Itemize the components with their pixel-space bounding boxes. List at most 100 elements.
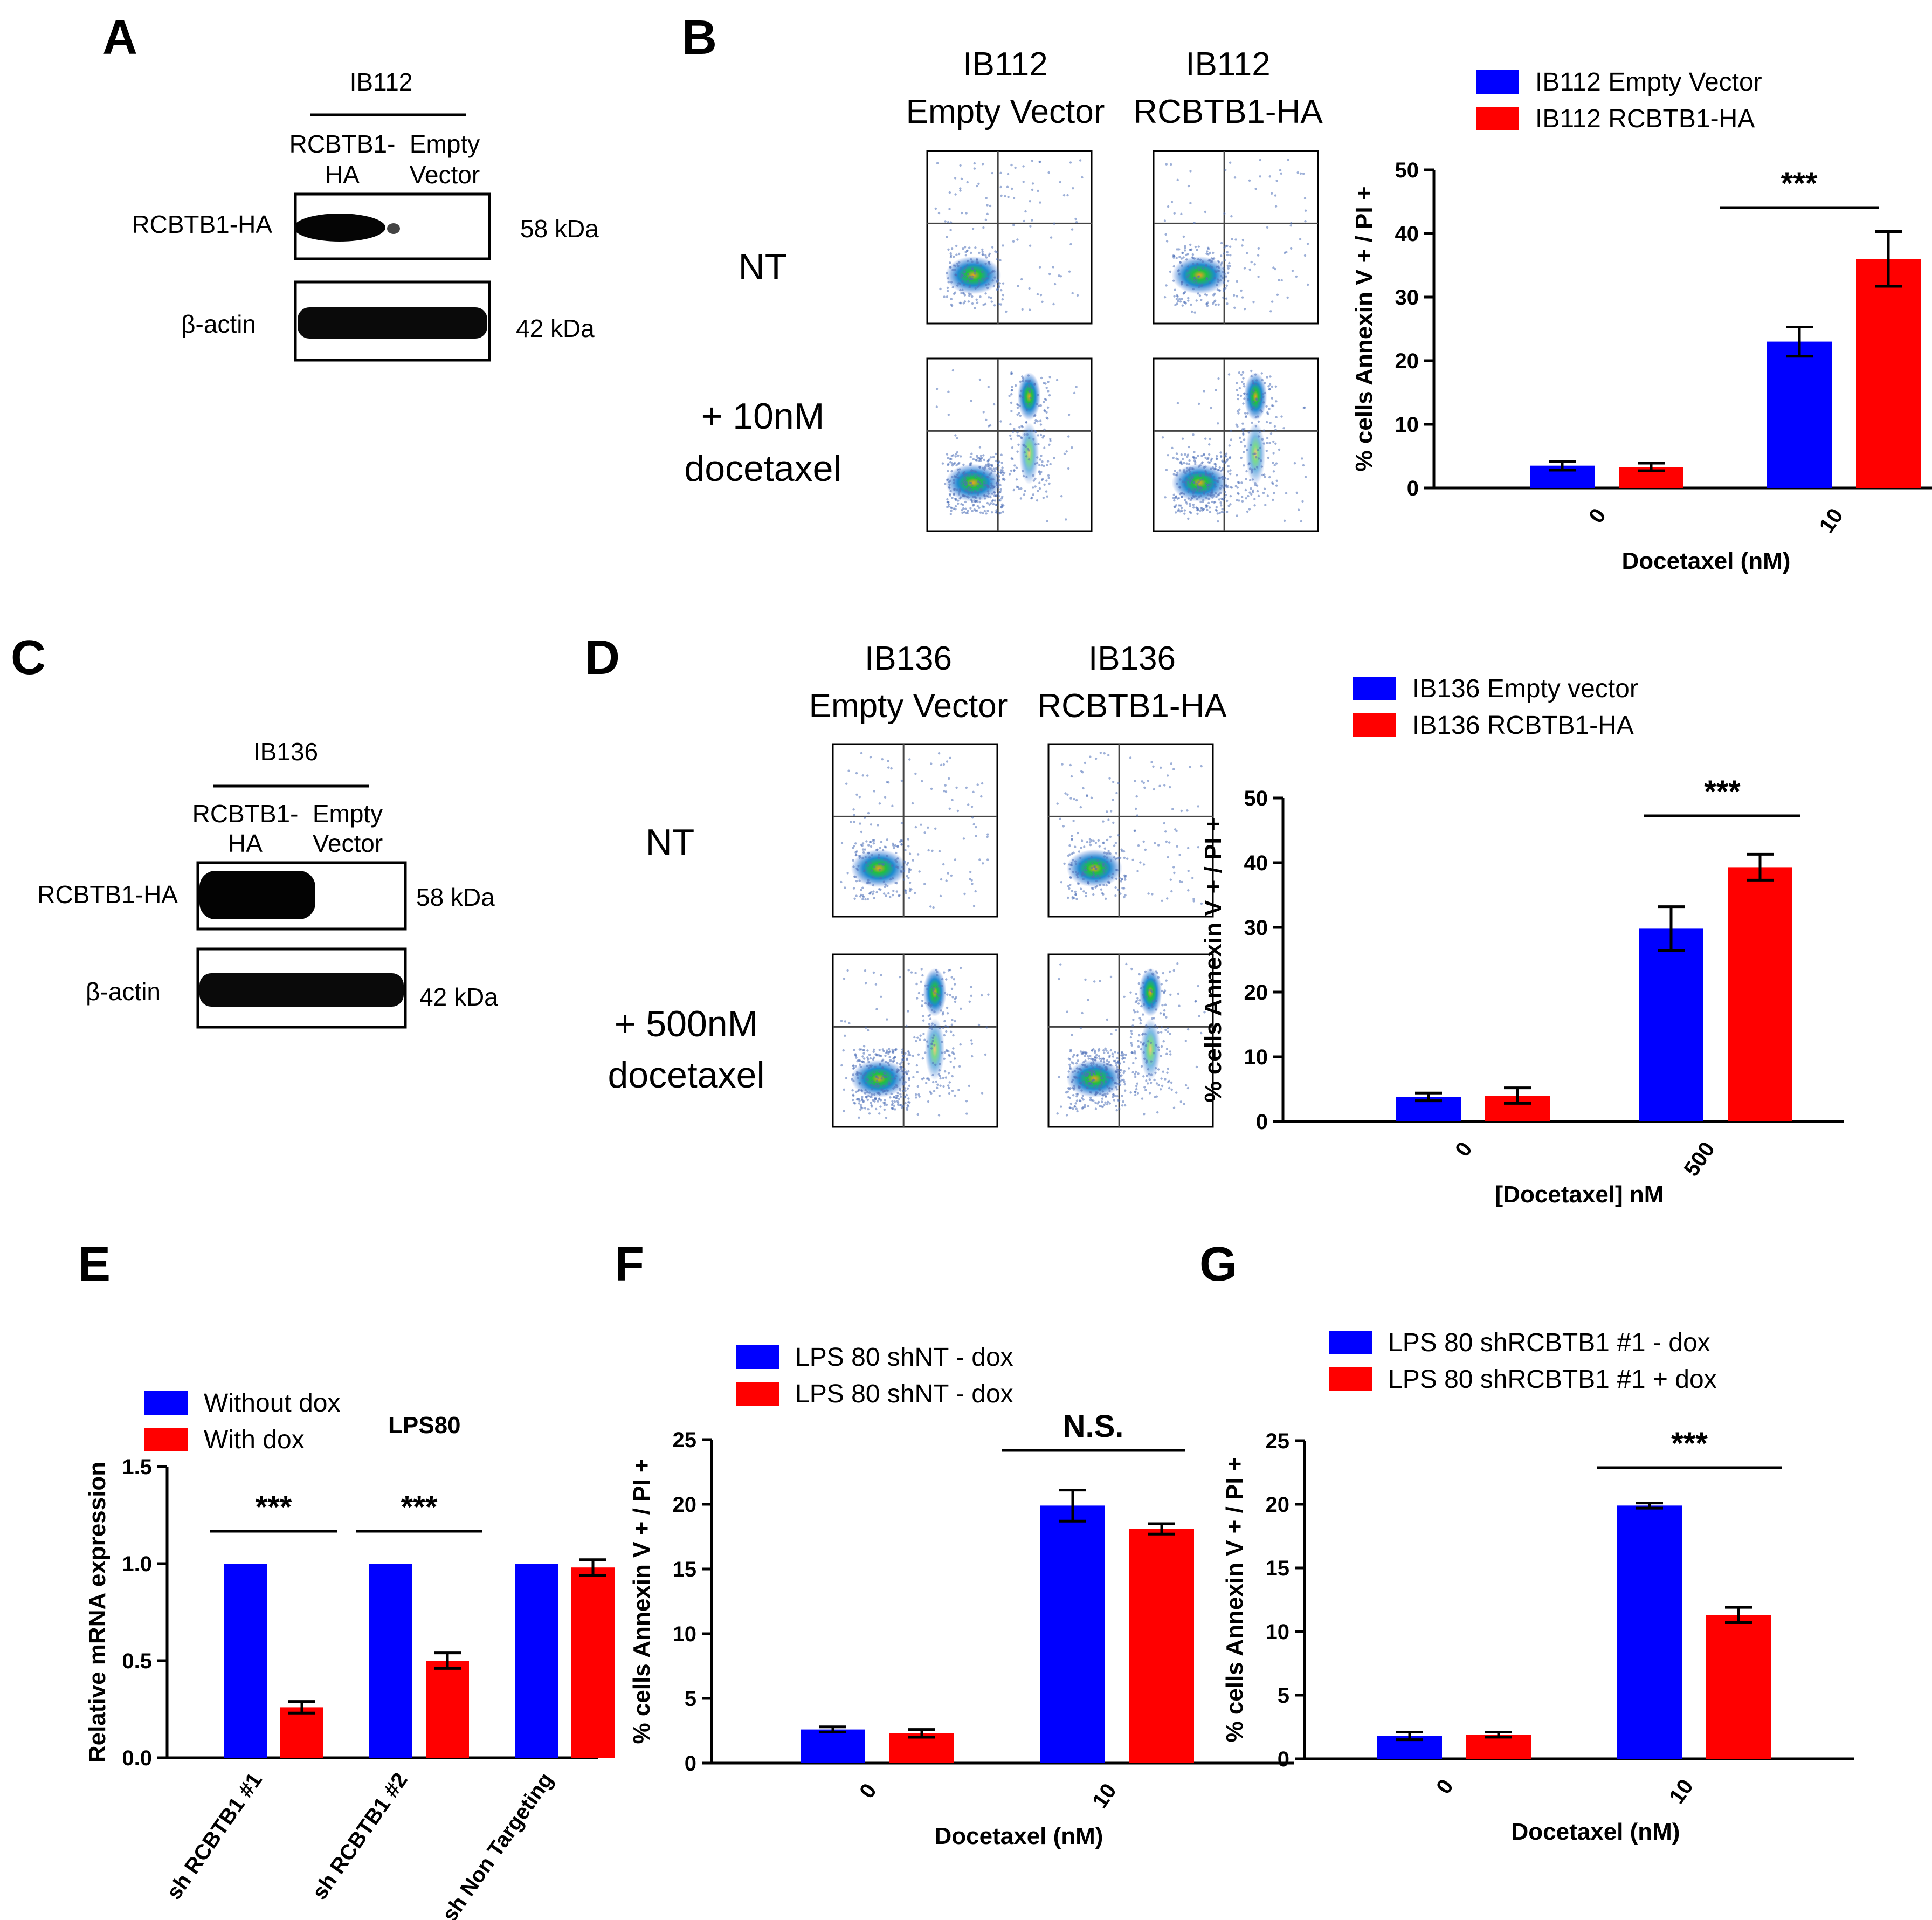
x-tick-label: 0 [1584, 504, 1611, 527]
lane-1-label-line-2: HA [325, 161, 360, 189]
x-tick-label: 0 [1451, 1138, 1477, 1161]
significance-label: *** [1704, 774, 1741, 809]
bar [280, 1707, 323, 1758]
flow-cytometry-plot [926, 150, 1093, 325]
legend-swatch [736, 1345, 779, 1369]
bar-chart-e: 0.0 0.5 1.0 1.5 Relative mRNA expression sh R… [84, 1389, 615, 1920]
x-tick-label: 10 [1088, 1779, 1121, 1813]
legend-label: Without dox [204, 1389, 340, 1417]
flow-cytometry-plot [926, 357, 1093, 532]
y-tick-label: 25 [1266, 1429, 1290, 1453]
bar [224, 1564, 267, 1758]
flow-cytometry-b: IB112 Empty Vector IB112 RCBTB1-HA NT + … [684, 46, 1323, 489]
bar [369, 1564, 412, 1758]
x-tick-label: 500 [1680, 1138, 1720, 1181]
flow-row-label-drug-1: + 500nM [615, 1003, 758, 1044]
y-tick-label: 10 [1244, 1045, 1268, 1069]
y-tick-label: 0.0 [122, 1746, 152, 1770]
y-tick-label: 15 [673, 1558, 697, 1581]
x-tick-label: 0 [1432, 1775, 1458, 1798]
y-axis-label: % cells Annexin V + / PI + [1351, 186, 1377, 471]
flow-cytometry-plot [1153, 150, 1319, 325]
y-tick-label: 10 [1266, 1620, 1290, 1644]
legend-label: IB136 Empty vector [1412, 675, 1638, 703]
panel-label-c: C [11, 631, 46, 685]
blot-band [294, 214, 385, 242]
blot-size-label: 58 kDa [520, 215, 599, 243]
bar [1706, 1615, 1771, 1759]
flow-cytometry-plot [1153, 357, 1319, 532]
legend-swatch [1329, 1367, 1372, 1391]
blot-row-label: RCBTB1-HA [132, 210, 272, 238]
significance-label: *** [401, 1490, 438, 1525]
panel-label-b: B [682, 11, 717, 65]
flow-row-label-nt: NT [739, 246, 788, 287]
x-tick-label: sh Non Targeting [438, 1768, 558, 1920]
bar [1617, 1505, 1682, 1759]
y-tick-label: 0 [1256, 1110, 1268, 1134]
lane-1-label-line-2: HA [228, 829, 263, 857]
flow-col-2-title: IB112 [1185, 46, 1270, 83]
legend-label: LPS 80 shNT - dox [795, 1380, 1013, 1408]
y-tick-label: 20 [673, 1493, 697, 1517]
bar [515, 1564, 558, 1758]
flow-col-1-subtitle: Empty Vector [809, 687, 1008, 725]
y-axis-label: % cells Annexin V + / PI + [1222, 1457, 1248, 1742]
y-tick-label: 40 [1395, 222, 1419, 246]
western-blot-a: IB112 RCBTB1- HA Empty Vector RCBTB1-HA … [132, 68, 599, 362]
bar [1728, 867, 1792, 1121]
legend-label: With dox [204, 1426, 305, 1454]
bar-chart-g: 0 5 10 15 20 25 % cells Annexin V + / PI + 0 10 D… [1222, 1329, 1854, 1845]
panel-label-a: A [102, 11, 137, 65]
flow-row-label-drug-2: docetaxel [684, 448, 841, 489]
lane-1-label-line-1: RCBTB1- [192, 800, 299, 828]
blot-row-label: β-actin [181, 310, 256, 338]
y-tick-label: 25 [673, 1428, 697, 1452]
bar [1767, 341, 1832, 488]
y-axis-label: % cells Annexin V + / PI + [1200, 817, 1226, 1102]
flow-row-label-nt: NT [646, 822, 695, 863]
legend-swatch [1353, 677, 1396, 700]
y-tick-label: 50 [1395, 159, 1419, 182]
y-tick-label: 1.0 [122, 1552, 152, 1576]
lane-2-label-line-2: Vector [313, 829, 383, 857]
blot-band [199, 973, 404, 1007]
lane-2-label-line-1: Empty [313, 800, 383, 828]
blot-row-label: β-actin [86, 978, 161, 1006]
y-tick-label: 40 [1244, 851, 1268, 875]
x-tick-label: sh RCBTB1 #2 [308, 1768, 412, 1904]
bar-chart-f: 0 5 10 15 20 25 % cells Annexin V + / PI + 0 10 D… [629, 1343, 1294, 1849]
blot-band [387, 223, 400, 234]
flow-row-label-drug-2: docetaxel [608, 1055, 764, 1096]
x-axis-label: Docetaxel (nM) [935, 1823, 1103, 1849]
legend-swatch [1476, 70, 1519, 94]
blot-band [298, 307, 487, 339]
bar [426, 1661, 469, 1758]
flow-row-label-drug-1: + 10nM [701, 396, 825, 437]
y-tick-label: 30 [1244, 916, 1268, 940]
y-tick-label: 5 [1278, 1684, 1289, 1708]
legend-label: LPS 80 shRCBTB1 #1 + dox [1388, 1365, 1717, 1394]
panel-label-g: G [1199, 1237, 1237, 1291]
y-tick-label: 0 [685, 1752, 696, 1776]
bar-chart-d: 0 10 20 30 40 50 % cells Annexin V + / PI + 0 50… [1200, 675, 1844, 1208]
y-tick-label: 30 [1395, 286, 1419, 309]
bar [1129, 1529, 1194, 1763]
panel-label-d: D [585, 631, 620, 685]
legend-label: LPS 80 shRCBTB1 #1 - dox [1388, 1329, 1710, 1357]
legend-swatch [144, 1391, 188, 1415]
panel-label-f: F [615, 1237, 644, 1291]
legend-swatch [1353, 713, 1396, 737]
legend-swatch [1329, 1331, 1372, 1354]
blot-row-label: RCBTB1-HA [37, 880, 178, 909]
chart-title: LPS80 [388, 1412, 461, 1439]
legend-label: IB112 RCBTB1-HA [1535, 105, 1755, 133]
y-tick-label: 20 [1244, 981, 1268, 1004]
blot-band [199, 871, 315, 919]
bar [1040, 1505, 1105, 1763]
significance-label: N.S. [1063, 1409, 1124, 1444]
blot-size-label: 42 kDa [516, 314, 595, 342]
lane-2-label-line-2: Vector [410, 161, 480, 189]
significance-label: *** [1781, 166, 1818, 201]
panel-label-e: E [78, 1237, 111, 1291]
